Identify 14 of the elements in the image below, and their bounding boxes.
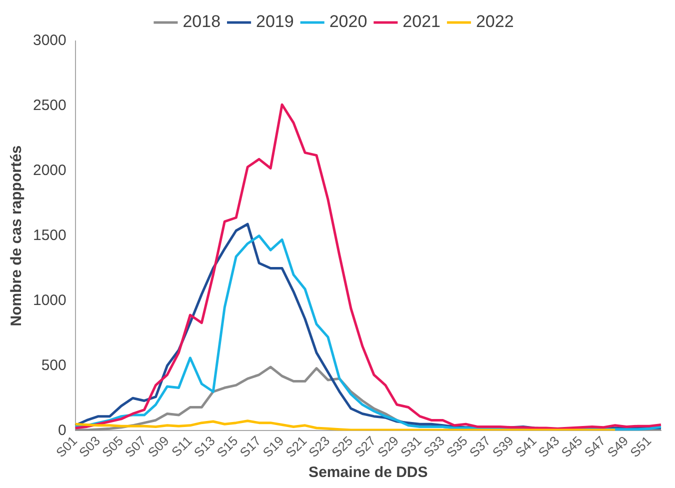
x-axis-title: Semaine de DDS	[308, 464, 428, 482]
y-tick-label: 2000	[32, 162, 66, 180]
y-tick-label: 500	[41, 356, 66, 374]
legend-label: 2018	[182, 12, 221, 32]
y-tick-label: 3000	[32, 32, 66, 50]
y-tick-label: 1000	[32, 292, 66, 309]
y-axis-title: Nombre de cas rapportés	[8, 145, 26, 326]
legend-label: 2019	[256, 12, 294, 32]
y-tick-label: 1500	[32, 226, 66, 244]
y-tick-label: 2500	[32, 97, 66, 114]
y-tick-label: 0	[58, 422, 66, 439]
legend-label: 2021	[402, 12, 440, 32]
legend-label: 2022	[476, 12, 514, 32]
legend-label: 2020	[329, 12, 368, 32]
